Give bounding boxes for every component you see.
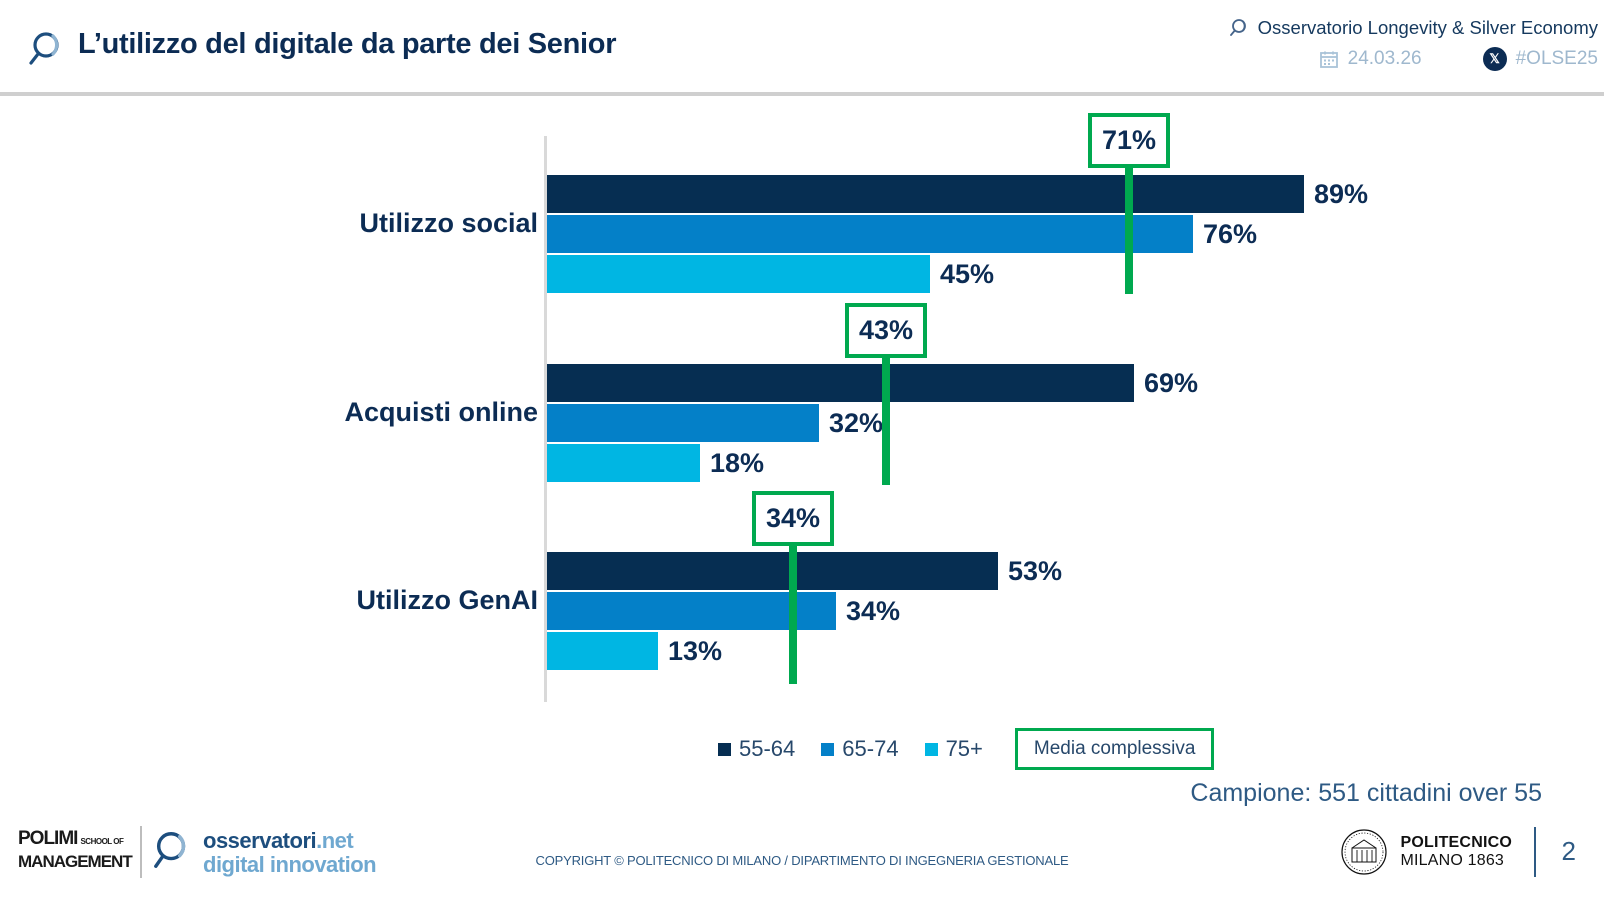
polimi-school-of-text: SCHOOL OF bbox=[80, 837, 124, 846]
osservatori-name: osservatori bbox=[203, 827, 317, 853]
polimi-school-of-management-logo: POLIMI SCHOOL OF MANAGEMENT bbox=[18, 828, 133, 876]
bar-value-65-74-2: 34% bbox=[846, 596, 901, 626]
bar-value-75plus-2: 13% bbox=[668, 636, 723, 666]
polimi-management-text: MANAGEMENT bbox=[18, 852, 133, 871]
bar-value-55-64-2: 53% bbox=[1008, 556, 1063, 586]
polimi-wordmark: POLIMI bbox=[18, 828, 78, 849]
event-date: 24.03.26 bbox=[1347, 48, 1422, 69]
average-box-1: 43% bbox=[845, 303, 927, 358]
average-value-1: 43% bbox=[858, 315, 914, 345]
bar-value-65-74-1: 32% bbox=[829, 408, 884, 438]
legend-label-65-74: 65-74 bbox=[842, 736, 899, 761]
event-hashtag: #OLSE25 bbox=[1515, 48, 1598, 69]
chart-axis bbox=[544, 136, 547, 702]
politecnico-seal-icon bbox=[1340, 828, 1388, 876]
bar-value-75plus-0: 45% bbox=[940, 259, 995, 289]
legend-swatch-icon bbox=[924, 742, 938, 756]
average-box-2: 34% bbox=[752, 491, 834, 546]
bar-65-74-0[interactable] bbox=[547, 215, 1193, 253]
header-meta: Osservatorio Longevity & Silver Economy bbox=[1227, 14, 1598, 74]
sample-note: Campione: 551 cittadini over 55 bbox=[1190, 779, 1542, 807]
observatory-name: Osservatorio Longevity & Silver Economy bbox=[1257, 17, 1598, 38]
category-label-1: Acquisti online bbox=[344, 397, 538, 427]
politecnico-city-year: MILANO 1863 bbox=[1400, 852, 1505, 869]
legend-item-media-complessiva[interactable]: Media complessiva bbox=[1014, 728, 1215, 770]
bar-75plus-1[interactable] bbox=[547, 444, 700, 482]
average-value-0: 71% bbox=[1101, 125, 1157, 155]
copyright-text: COPYRIGHT © POLITECNICO DI MILANO / DIPA… bbox=[535, 853, 1069, 868]
osservatori-subtitle: digital innovation bbox=[203, 851, 377, 877]
bar-65-74-1[interactable] bbox=[547, 404, 819, 442]
bar-value-65-74-0: 76% bbox=[1203, 219, 1258, 249]
bar-chart: Utilizzo social 89% 76% 45% 71% Acquisti… bbox=[0, 100, 1604, 720]
legend-label-55-64: 55-64 bbox=[739, 736, 796, 761]
average-line-0 bbox=[1125, 162, 1133, 294]
average-line-2 bbox=[789, 540, 797, 684]
bar-value-55-64-1: 69% bbox=[1144, 368, 1199, 398]
date-hashtag-row: 24.03.26 𝕏 #OLSE25 bbox=[1227, 44, 1598, 74]
bar-55-64-0[interactable] bbox=[547, 175, 1304, 213]
osservatori-logo[interactable]: osservatori.net digital innovation bbox=[152, 827, 377, 877]
header-divider bbox=[0, 92, 1604, 96]
chart-legend: 55-64 65-74 75+ Media complessiva bbox=[718, 728, 1215, 770]
bar-65-74-2[interactable] bbox=[547, 592, 836, 630]
magnifier-icon bbox=[152, 828, 194, 877]
slide-footer: POLIMI SCHOOL OF MANAGEMENT osservatori.… bbox=[0, 806, 1604, 899]
x-twitter-icon[interactable]: 𝕏 bbox=[1482, 47, 1507, 71]
average-box-0: 71% bbox=[1088, 113, 1170, 168]
magnifier-icon bbox=[22, 27, 66, 71]
slide-header: L’utilizzo del digitale da parte dei Sen… bbox=[0, 0, 1604, 96]
politecnico-milano-logo: POLITECNICO MILANO 1863 bbox=[1340, 828, 1512, 876]
average-value-2: 34% bbox=[765, 503, 821, 533]
page-number: 2 bbox=[1561, 836, 1576, 866]
page-number-divider bbox=[1534, 827, 1536, 877]
osservatori-tld: .net bbox=[316, 827, 354, 853]
average-line-1 bbox=[882, 352, 890, 485]
politecnico-name: POLITECNICO bbox=[1400, 834, 1512, 851]
legend-label-75plus: 75+ bbox=[945, 736, 983, 761]
legend-item-65-74[interactable]: 65-74 bbox=[821, 736, 899, 762]
legend-item-75plus[interactable]: 75+ bbox=[924, 736, 983, 762]
calendar-icon bbox=[1319, 49, 1339, 69]
category-label-2: Utilizzo GenAI bbox=[356, 585, 539, 615]
bar-value-75plus-1: 18% bbox=[710, 448, 765, 478]
bar-75plus-0[interactable] bbox=[547, 255, 930, 293]
legend-item-55-64[interactable]: 55-64 bbox=[718, 736, 795, 762]
legend-swatch-icon bbox=[718, 742, 731, 756]
observatory-row: Osservatorio Longevity & Silver Economy bbox=[1227, 14, 1598, 42]
bar-75plus-2[interactable] bbox=[547, 632, 658, 670]
bar-value-55-64-0: 89% bbox=[1314, 179, 1369, 209]
footer-divider bbox=[140, 826, 142, 878]
bar-55-64-1[interactable] bbox=[547, 364, 1134, 402]
bar-55-64-2[interactable] bbox=[547, 552, 998, 590]
magnifier-icon bbox=[1227, 17, 1249, 39]
page-title: L’utilizzo del digitale da parte dei Sen… bbox=[78, 28, 617, 60]
category-label-0: Utilizzo social bbox=[359, 208, 538, 238]
legend-swatch-icon bbox=[821, 742, 835, 756]
